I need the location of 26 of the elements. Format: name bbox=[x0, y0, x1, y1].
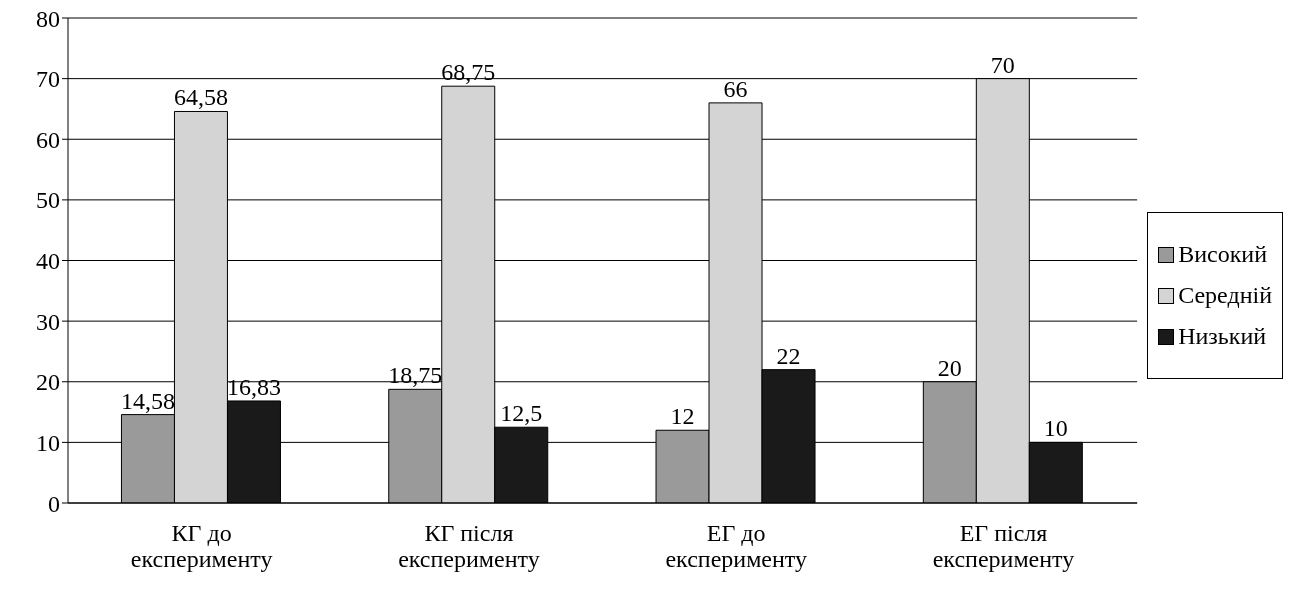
data-label: 22 bbox=[776, 342, 801, 369]
y-tick-label: 40 bbox=[36, 248, 60, 275]
y-tick-label: 50 bbox=[36, 187, 60, 214]
data-label: 64,58 bbox=[173, 84, 228, 111]
y-tick-label: 20 bbox=[36, 369, 60, 396]
data-label: 70 bbox=[990, 51, 1015, 78]
y-tick-label: 60 bbox=[36, 126, 60, 153]
data-label: 12,5 bbox=[500, 400, 543, 427]
legend-label: Високий bbox=[1178, 241, 1267, 268]
data-label: 16,83 bbox=[226, 373, 281, 400]
data-label: 14,58 bbox=[120, 387, 175, 414]
y-tick-label: 70 bbox=[36, 66, 60, 93]
x-tick-label: КГ до експерименту bbox=[130, 519, 273, 572]
x-tick-label: КГ після експерименту bbox=[398, 519, 540, 572]
data-label: 66 bbox=[723, 75, 748, 102]
y-tick-label: 0 bbox=[48, 490, 60, 517]
x-tick-label: ЕГ до експерименту bbox=[665, 519, 807, 572]
y-tick-label: 10 bbox=[36, 429, 60, 456]
data-label: 12 bbox=[670, 403, 695, 430]
y-tick-label: 30 bbox=[36, 308, 60, 335]
data-label: 20 bbox=[937, 354, 962, 381]
legend-label: Низький bbox=[1178, 323, 1267, 350]
x-tick-label: ЕГ після експерименту bbox=[932, 519, 1075, 572]
y-tick-label: 80 bbox=[36, 5, 60, 32]
legend-label: Середній bbox=[1178, 282, 1272, 309]
data-label: 10 bbox=[1043, 415, 1068, 442]
